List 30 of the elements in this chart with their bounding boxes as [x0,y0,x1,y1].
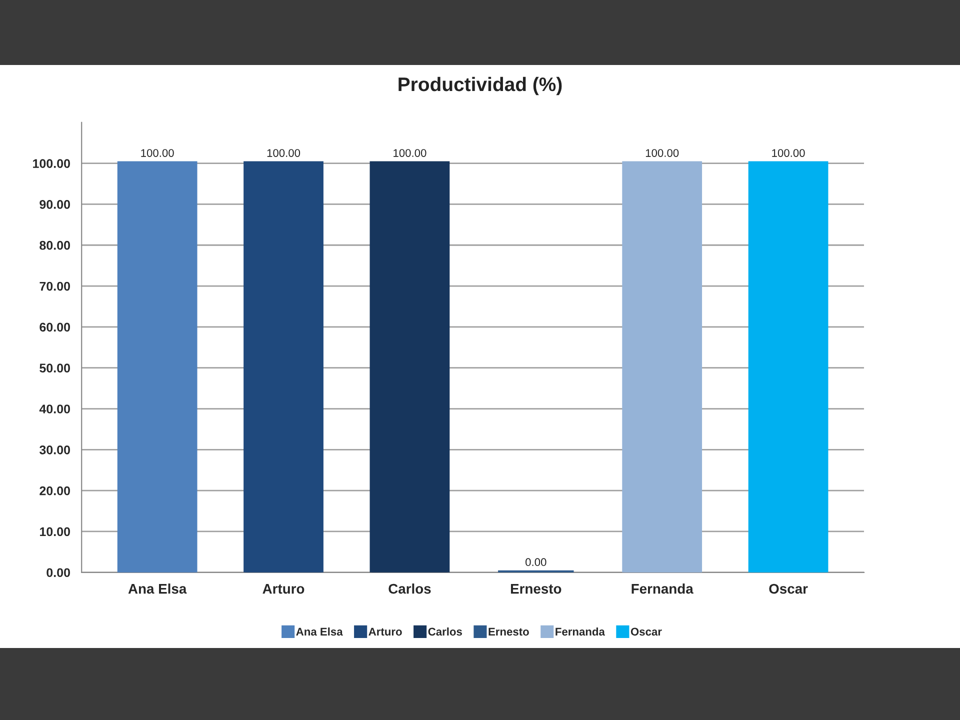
y-tick-label: 10.00 [40,527,70,536]
y-tick-label: 40.00 [39,404,70,414]
y-tick-label: 100.00 [33,159,70,168]
y-tick-label: 50.00 [40,364,70,373]
data-label: 100.00 [394,149,426,157]
data-label: 100.00 [267,149,300,157]
chart-title: Productividad (%) [398,76,562,96]
y-tick-label: 30.00 [40,445,70,454]
x-tick-label: Fernanda [632,584,694,594]
data-label: 100.00 [141,149,174,157]
legend-label: Arturo [368,628,402,636]
y-tick-label: 20.00 [40,486,70,496]
legend-label: Carlos [428,627,462,636]
legend-label: Oscar [630,628,662,636]
x-tick-label: Oscar [769,584,808,594]
x-tick-label: Carlos [388,584,431,594]
y-tick-label: 60.00 [40,322,70,332]
data-label: 0.00 [526,558,546,566]
legend-label: Fernanda [556,627,605,636]
legend-label: Ernesto [488,628,529,636]
legend-label: Ana Elsa [296,627,343,636]
data-label: 100.00 [772,149,805,157]
x-tick-label: Ana Elsa [128,584,187,594]
y-tick-label: 0.00 [46,568,70,578]
x-tick-label: Ernesto [510,584,562,594]
y-tick-label: 80.00 [40,240,70,250]
x-tick-label: Arturo [262,584,304,594]
y-tick-label: 70.00 [40,282,70,291]
data-label: 100.00 [646,149,679,157]
y-tick-label: 90.00 [40,200,70,209]
